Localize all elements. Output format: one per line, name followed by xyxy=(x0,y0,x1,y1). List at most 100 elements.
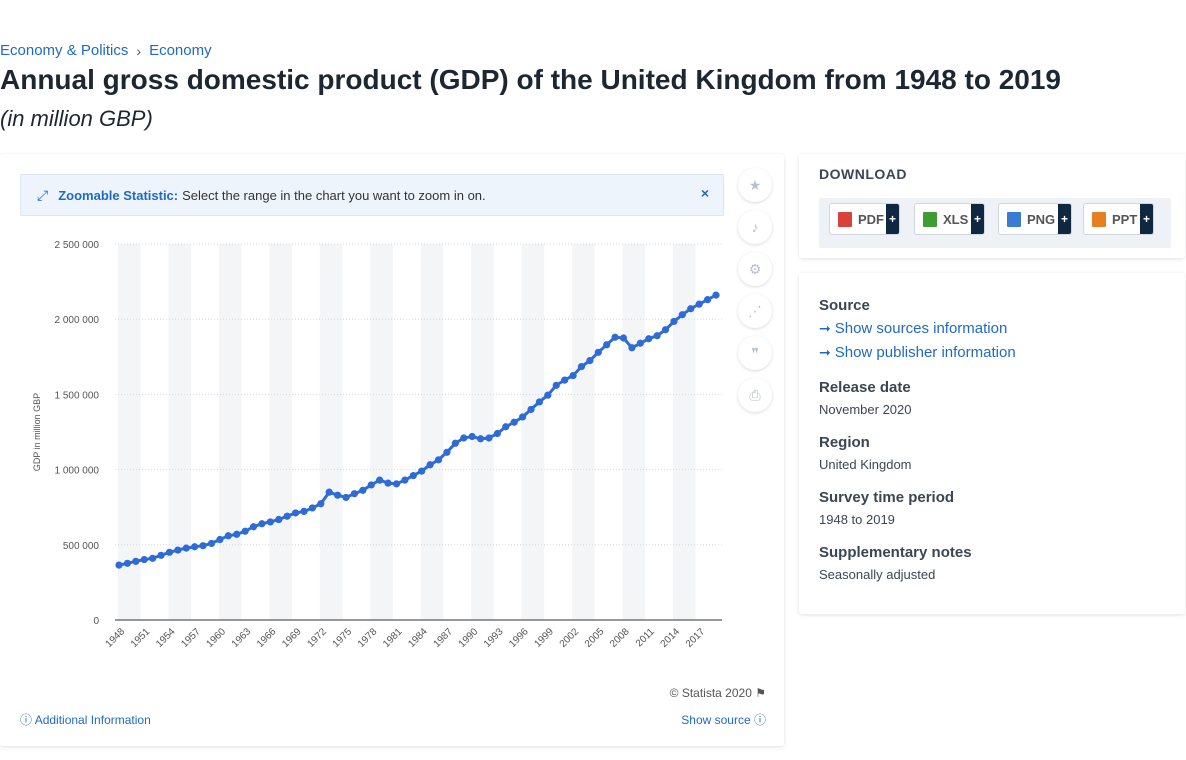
zoom-banner: ⤢ Zoomable Statistic: Select the range i… xyxy=(20,174,724,216)
column-band xyxy=(572,244,595,620)
column-band xyxy=(471,244,494,620)
data-point xyxy=(157,551,165,559)
arrow-right-icon: ➞ xyxy=(819,320,831,336)
data-point xyxy=(325,488,333,496)
data-point xyxy=(636,339,644,347)
x-tick-label: 1969 xyxy=(280,626,304,650)
favorite-star-icon: ★ xyxy=(748,176,762,193)
notification-button[interactable]: ♪ xyxy=(738,210,772,244)
plus-icon[interactable]: + xyxy=(886,204,899,234)
x-tick-label: 1957 xyxy=(179,626,203,650)
data-point xyxy=(275,515,283,524)
download-png-button[interactable]: PNG + xyxy=(998,203,1072,235)
plus-icon[interactable]: + xyxy=(971,204,984,234)
download-card: DOWNLOAD PDF + XLS + PNG + PPT + xyxy=(799,154,1185,258)
citation-quote-icon: ❞ xyxy=(751,344,759,361)
survey-period-label: Survey time period xyxy=(819,489,955,506)
notification-bell-icon: ♪ xyxy=(751,219,759,235)
x-tick-label: 2011 xyxy=(634,626,657,649)
data-point xyxy=(241,527,249,535)
y-tick-label: 1 500 000 xyxy=(55,390,100,401)
x-tick-label: 1966 xyxy=(255,626,279,650)
data-point xyxy=(266,518,274,526)
chart-credit: © Statista 2020 ⚑ xyxy=(669,686,766,700)
column-band xyxy=(622,244,646,620)
data-point xyxy=(291,509,300,517)
x-tick-label: 2014 xyxy=(659,626,683,650)
download-pdf-button[interactable]: PDF + xyxy=(829,203,900,235)
breadcrumb-economy-politics[interactable]: Economy & Politics xyxy=(0,42,129,59)
x-tick-label: 1975 xyxy=(331,626,355,650)
png-file-icon xyxy=(1007,211,1021,227)
x-tick-label: 1963 xyxy=(230,626,254,650)
data-point xyxy=(577,362,586,371)
plus-icon[interactable]: + xyxy=(1058,204,1071,234)
x-tick-label: 1993 xyxy=(482,626,506,650)
download-xls-button[interactable]: XLS + xyxy=(914,203,985,235)
data-point xyxy=(123,559,132,567)
y-axis-label: GDP in million GBP xyxy=(32,393,42,471)
breadcrumb-separator: › xyxy=(136,42,142,59)
data-point xyxy=(216,535,224,544)
gdp-line-chart[interactable]: 0 500 000 1 000 000 1 500 000 2 000 000 2 500… xyxy=(0,224,740,674)
flag-icon[interactable]: ⚑ xyxy=(755,686,766,700)
show-sources-link[interactable]: ➞ Show sources information xyxy=(819,320,1008,337)
y-tick-label: 500 000 xyxy=(63,541,100,552)
y-tick-label: 2 500 000 xyxy=(55,240,100,251)
data-point xyxy=(140,555,148,564)
show-source-link[interactable]: Show source ⓘ xyxy=(681,713,766,727)
expand-icon: ⤢ xyxy=(37,186,49,203)
ppt-file-icon xyxy=(1092,211,1106,227)
info-card: Source ➞ Show sources information ➞ Show p… xyxy=(799,273,1185,614)
pdf-file-icon xyxy=(838,211,852,227)
data-point xyxy=(460,434,468,442)
data-point xyxy=(199,542,207,550)
download-ppt-button[interactable]: PPT + xyxy=(1083,203,1154,235)
share-button[interactable]: ⋰ xyxy=(738,294,772,328)
data-point xyxy=(703,296,712,304)
column-band xyxy=(521,244,545,620)
close-icon[interactable]: × xyxy=(700,185,709,201)
page-title: Annual gross domestic product (GDP) of t… xyxy=(0,64,1062,95)
data-point xyxy=(367,481,375,489)
data-point xyxy=(628,344,636,352)
x-tick-label: 1972 xyxy=(305,626,329,650)
favorite-button[interactable]: ★ xyxy=(738,168,772,202)
data-point xyxy=(182,544,190,552)
release-date-value: November 2020 xyxy=(819,402,912,417)
data-point xyxy=(191,543,199,551)
data-point xyxy=(544,391,552,399)
citation-button[interactable]: ❞ xyxy=(738,336,772,370)
side-toolbar: ★ ♪ ⚙ ⋰ ❞ ⎙ xyxy=(738,168,772,420)
data-point xyxy=(510,418,518,426)
x-tick-label: 1948 xyxy=(104,626,128,650)
plus-icon[interactable]: + xyxy=(1140,204,1153,234)
zoom-banner-text: Select the range in the chart you want t… xyxy=(182,187,486,203)
data-point xyxy=(207,539,216,548)
x-tick-label: 1978 xyxy=(356,626,380,650)
release-date-label: Release date xyxy=(819,379,911,396)
x-tick-label: 2005 xyxy=(583,626,607,650)
download-pdf-label: PDF xyxy=(858,211,884,227)
data-point xyxy=(224,532,232,540)
data-point xyxy=(687,305,695,313)
data-point xyxy=(645,335,653,343)
arrow-right-icon: ➞ xyxy=(819,344,831,360)
supplementary-notes-value: Seasonally adjusted xyxy=(819,567,936,582)
additional-information-link[interactable]: ⓘ Additional Information xyxy=(20,713,151,727)
data-point xyxy=(451,439,459,447)
data-point xyxy=(132,557,140,565)
data-point xyxy=(653,332,661,340)
print-button[interactable]: ⎙ xyxy=(738,378,772,412)
download-title: DOWNLOAD xyxy=(819,166,907,182)
page-subtitle: (in million GBP) xyxy=(0,106,153,131)
share-icon: ⋰ xyxy=(748,302,762,319)
data-point xyxy=(443,448,451,456)
breadcrumb-economy[interactable]: Economy xyxy=(149,42,212,59)
data-point xyxy=(418,467,426,475)
x-tick-label: 1981 xyxy=(381,626,405,650)
region-value: United Kingdom xyxy=(819,457,912,472)
show-publisher-link[interactable]: ➞ Show publisher information xyxy=(819,344,1016,361)
settings-button[interactable]: ⚙ xyxy=(738,252,772,286)
data-point xyxy=(586,356,594,365)
